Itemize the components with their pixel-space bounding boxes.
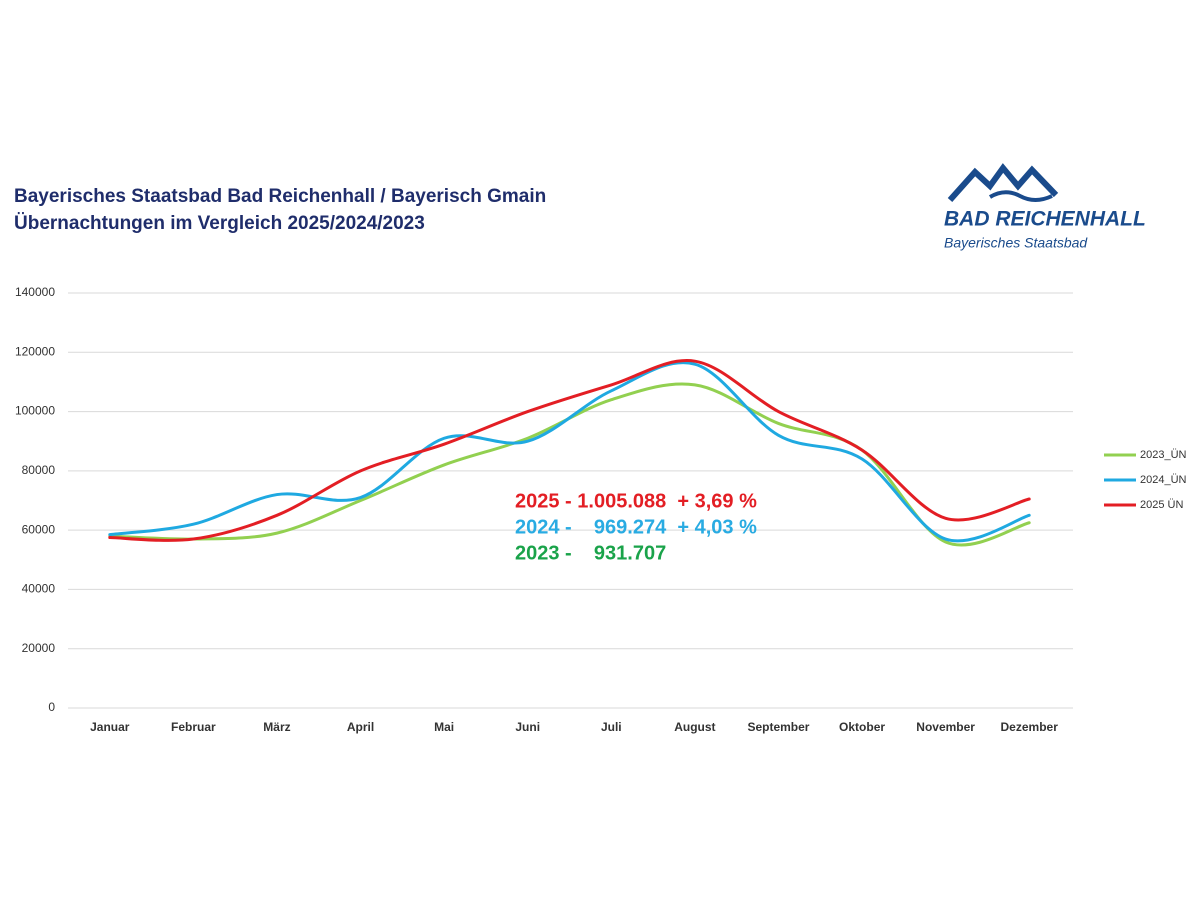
chart-title: Bayerisches Staatsbad Bad Reichenhall / …: [14, 186, 546, 207]
x-tick-label: Juli: [601, 720, 622, 734]
legend-label: 2023_ÜN: [1140, 449, 1187, 461]
x-tick-label: Mai: [434, 720, 454, 734]
x-tick-label: September: [747, 720, 809, 734]
y-tick-label: 20000: [22, 641, 56, 655]
logo-mountains: [947, 163, 1059, 202]
x-tick-label: März: [263, 720, 290, 734]
logo-wave: [988, 190, 1053, 202]
logo: BAD REICHENHALL Bayerisches Staatsbad: [944, 163, 1146, 251]
x-tick-label: April: [347, 720, 374, 734]
legend-label: 2024_ÜN: [1140, 474, 1187, 486]
annotation: 2025 - 1.005.088 + 3,69 %: [515, 490, 757, 512]
y-tick-label: 80000: [22, 463, 56, 477]
y-tick-label: 140000: [15, 285, 55, 299]
x-tick-label: Dezember: [1001, 720, 1059, 734]
series-line: [108, 361, 1031, 543]
logo-tagline: Bayerisches Staatsbad: [944, 235, 1088, 251]
series-line: [108, 382, 1031, 547]
x-tick-label: August: [674, 720, 715, 734]
x-tick-label: Februar: [171, 720, 216, 734]
x-tick-label: Juni: [515, 720, 540, 734]
x-tick-label: Januar: [90, 720, 130, 734]
legend-label: 2025 ÜN: [1140, 499, 1183, 511]
annotation: 2024 - 969.274 + 4,03 %: [515, 516, 757, 538]
y-tick-label: 0: [48, 700, 55, 714]
x-tick-label: Oktober: [839, 720, 885, 734]
y-tick-label: 100000: [15, 404, 55, 418]
annotation: 2023 - 931.707: [515, 542, 666, 564]
series-line: [108, 359, 1031, 542]
y-tick-label: 120000: [15, 344, 55, 358]
y-tick-label: 60000: [22, 522, 56, 536]
chart-subtitle: Übernachtungen im Vergleich 2025/2024/20…: [14, 213, 425, 234]
logo-name: BAD REICHENHALL: [944, 208, 1146, 231]
y-tick-label: 40000: [22, 582, 56, 596]
x-tick-label: November: [916, 720, 975, 734]
